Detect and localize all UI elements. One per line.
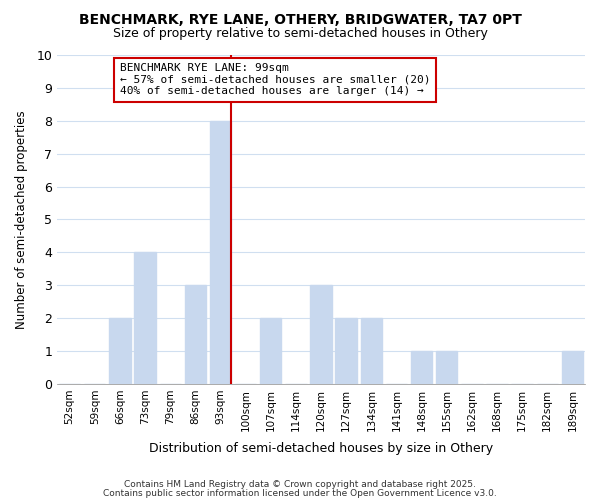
Text: Contains public sector information licensed under the Open Government Licence v3: Contains public sector information licen… [103,488,497,498]
Bar [134,252,156,384]
Text: Contains HM Land Registry data © Crown copyright and database right 2025.: Contains HM Land Registry data © Crown c… [124,480,476,489]
Bar [210,121,231,384]
Bar [436,351,457,384]
Text: BENCHMARK RYE LANE: 99sqm
← 57% of semi-detached houses are smaller (20)
40% of : BENCHMARK RYE LANE: 99sqm ← 57% of semi-… [120,63,430,96]
Bar [562,351,583,384]
Bar [310,285,332,384]
Bar [411,351,432,384]
Text: Size of property relative to semi-detached houses in Othery: Size of property relative to semi-detach… [113,28,487,40]
Bar [109,318,131,384]
Y-axis label: Number of semi-detached properties: Number of semi-detached properties [15,110,28,329]
Bar [361,318,382,384]
X-axis label: Distribution of semi-detached houses by size in Othery: Distribution of semi-detached houses by … [149,442,493,455]
Bar [260,318,281,384]
Bar [185,285,206,384]
Text: BENCHMARK, RYE LANE, OTHERY, BRIDGWATER, TA7 0PT: BENCHMARK, RYE LANE, OTHERY, BRIDGWATER,… [79,12,521,26]
Bar [335,318,357,384]
